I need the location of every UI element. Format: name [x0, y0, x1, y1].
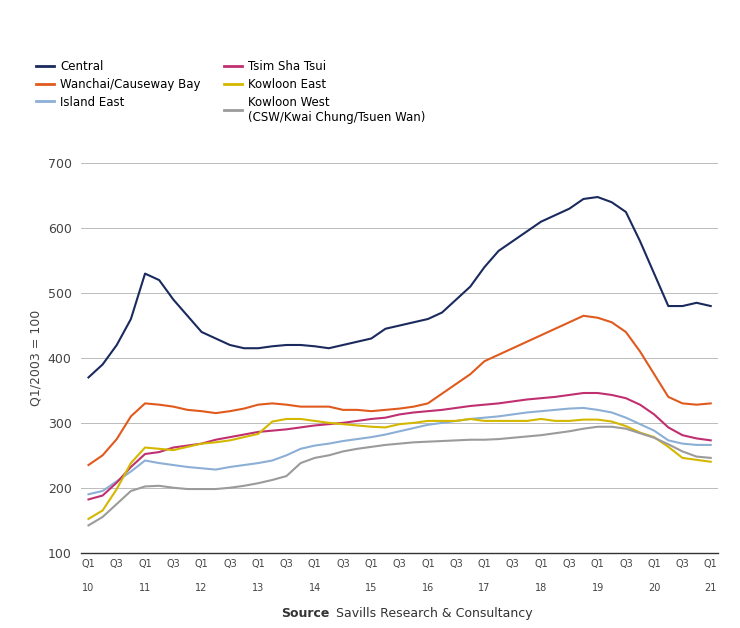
Text: 10: 10: [82, 583, 95, 593]
Text: Source: Source: [281, 607, 329, 620]
Text: 15: 15: [365, 583, 377, 593]
Text: 18: 18: [535, 583, 547, 593]
Text: 11: 11: [139, 583, 151, 593]
Y-axis label: Q1/2003 = 100: Q1/2003 = 100: [29, 310, 42, 406]
Text: 20: 20: [648, 583, 660, 593]
Text: Savills Research & Consultancy: Savills Research & Consultancy: [332, 607, 532, 620]
Text: 12: 12: [195, 583, 208, 593]
Text: 16: 16: [422, 583, 434, 593]
Text: 14: 14: [309, 583, 321, 593]
Text: 21: 21: [704, 583, 717, 593]
Text: 13: 13: [252, 583, 264, 593]
Text: 19: 19: [591, 583, 604, 593]
Text: 17: 17: [478, 583, 491, 593]
Legend: Central, Wanchai/Causeway Bay, Island East, Tsim Sha Tsui, Kowloon East, Kowloon: Central, Wanchai/Causeway Bay, Island Ea…: [36, 60, 425, 124]
